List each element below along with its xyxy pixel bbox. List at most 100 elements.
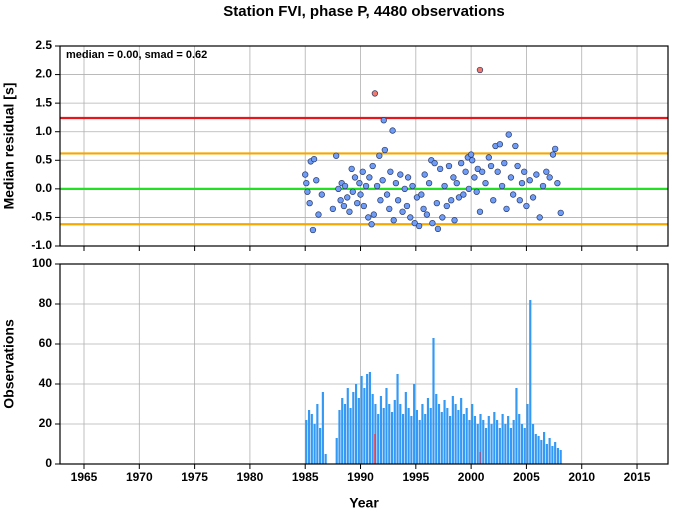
- x-tick-label: 2000: [458, 470, 485, 484]
- point: [536, 214, 543, 221]
- bar: [385, 388, 388, 464]
- point: [401, 185, 408, 193]
- point: [507, 174, 515, 181]
- bar: [545, 444, 548, 464]
- point: [443, 202, 450, 210]
- x-tick-label: 2005: [513, 470, 540, 484]
- y-tick-label: 20: [39, 416, 53, 430]
- bar: [496, 420, 499, 464]
- point: [496, 141, 504, 148]
- point: [448, 197, 455, 204]
- bar: [429, 408, 432, 464]
- point: [415, 222, 423, 230]
- point: [539, 182, 547, 190]
- point: [380, 117, 387, 124]
- bar: [490, 424, 493, 464]
- bar: [484, 428, 488, 464]
- point: [479, 168, 486, 175]
- bar: [382, 408, 385, 464]
- bar: [357, 398, 360, 464]
- point: [465, 185, 473, 193]
- point: [329, 205, 337, 213]
- bar: [476, 424, 479, 464]
- bar: [316, 404, 319, 464]
- bar: [498, 428, 501, 464]
- point: [552, 145, 559, 153]
- point: [390, 217, 397, 224]
- point: [359, 168, 366, 175]
- bar: [349, 408, 352, 464]
- point: [360, 202, 367, 210]
- point: [546, 174, 553, 181]
- bar: [393, 400, 396, 464]
- point: [357, 191, 364, 198]
- point: [376, 152, 383, 159]
- bar: [354, 384, 358, 464]
- x-tick-label: 1995: [402, 470, 429, 484]
- bar: [410, 416, 413, 464]
- bar: [537, 436, 540, 464]
- y-tick-label: 1.5: [35, 95, 52, 109]
- point: [399, 208, 406, 215]
- point: [439, 214, 446, 221]
- point: [437, 165, 444, 173]
- bar: [341, 398, 344, 464]
- point: [409, 182, 416, 190]
- bar: [556, 448, 560, 464]
- point: [557, 209, 564, 217]
- bar: [396, 374, 399, 464]
- point: [362, 182, 370, 190]
- bar: [319, 428, 322, 464]
- bar: [435, 394, 438, 464]
- bar: [507, 416, 510, 464]
- x-tick-label: 1985: [292, 470, 319, 484]
- point: [373, 182, 381, 190]
- point: [503, 205, 510, 213]
- y-axis-label: Median residual [s]: [1, 83, 17, 210]
- bar: [482, 420, 485, 464]
- bar: [310, 414, 313, 464]
- point: [371, 90, 379, 97]
- bar: [487, 416, 490, 464]
- point: [549, 151, 557, 158]
- bar: [518, 414, 521, 464]
- point: [310, 155, 318, 163]
- point: [473, 188, 480, 195]
- x-tick-label: 2010: [568, 470, 595, 484]
- point: [512, 142, 519, 150]
- bar: [520, 424, 524, 464]
- bar: [421, 404, 424, 464]
- point: [340, 202, 348, 210]
- point: [514, 162, 521, 170]
- point: [348, 165, 355, 173]
- point: [526, 177, 533, 184]
- bar: [515, 388, 518, 464]
- bar: [479, 414, 482, 464]
- bar: [534, 434, 537, 464]
- x-tick-label: 1970: [126, 470, 153, 484]
- bar: [526, 404, 529, 464]
- bar: [404, 392, 407, 464]
- point: [341, 182, 349, 190]
- bar: [559, 450, 562, 464]
- bar: [374, 434, 376, 464]
- bar: [512, 420, 515, 464]
- point: [404, 174, 412, 181]
- bar: [479, 452, 481, 464]
- bar: [307, 410, 311, 464]
- point: [386, 205, 393, 213]
- bar: [335, 438, 338, 464]
- point: [533, 171, 540, 178]
- bar: [548, 438, 551, 464]
- point: [318, 191, 325, 198]
- y-tick-label: 60: [39, 336, 53, 350]
- point: [425, 179, 433, 187]
- bar: [443, 400, 446, 464]
- point: [377, 197, 384, 204]
- point: [369, 162, 376, 170]
- x-tick-label: 2015: [624, 470, 651, 484]
- point: [420, 205, 427, 213]
- point: [523, 202, 530, 210]
- point: [413, 194, 421, 201]
